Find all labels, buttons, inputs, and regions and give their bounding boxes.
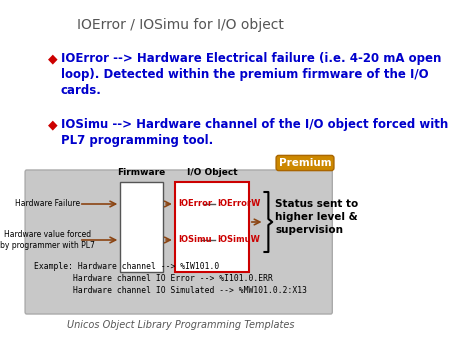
Bar — [120, 182, 163, 272]
Text: Status sent to
higher level &
supervision: Status sent to higher level & supervisio… — [275, 199, 359, 235]
Text: I/O Object: I/O Object — [186, 168, 237, 177]
Text: Unicos Object Library Programming Templates: Unicos Object Library Programming Templa… — [67, 320, 294, 330]
Text: ◆: ◆ — [48, 52, 58, 65]
Text: IOError / IOSimu for I/O object: IOError / IOSimu for I/O object — [77, 18, 284, 32]
Text: ◆: ◆ — [48, 118, 58, 131]
Text: Example: Hardware channel --> %IW101.0
        Hardware channel IO Error --> %I1: Example: Hardware channel --> %IW101.0 H… — [35, 262, 307, 295]
Text: IOError: IOError — [179, 199, 213, 209]
Text: Premium: Premium — [279, 158, 331, 168]
Text: Firmware: Firmware — [117, 168, 166, 177]
Text: Hardware Failure: Hardware Failure — [15, 199, 80, 209]
Text: Hardware value forced
by programmer with PL7: Hardware value forced by programmer with… — [0, 230, 95, 250]
Text: IOErrorW: IOErrorW — [217, 199, 260, 209]
Text: IOError --> Hardware Electrical failure (i.e. 4-20 mA open
loop). Detected withi: IOError --> Hardware Electrical failure … — [61, 52, 441, 97]
FancyBboxPatch shape — [25, 170, 332, 314]
Bar — [175, 182, 249, 272]
Text: IOSimu: IOSimu — [179, 236, 212, 244]
Text: IOSimuW: IOSimuW — [217, 236, 260, 244]
Text: IOSimu --> Hardware channel of the I/O object forced with
PL7 programming tool.: IOSimu --> Hardware channel of the I/O o… — [61, 118, 448, 147]
